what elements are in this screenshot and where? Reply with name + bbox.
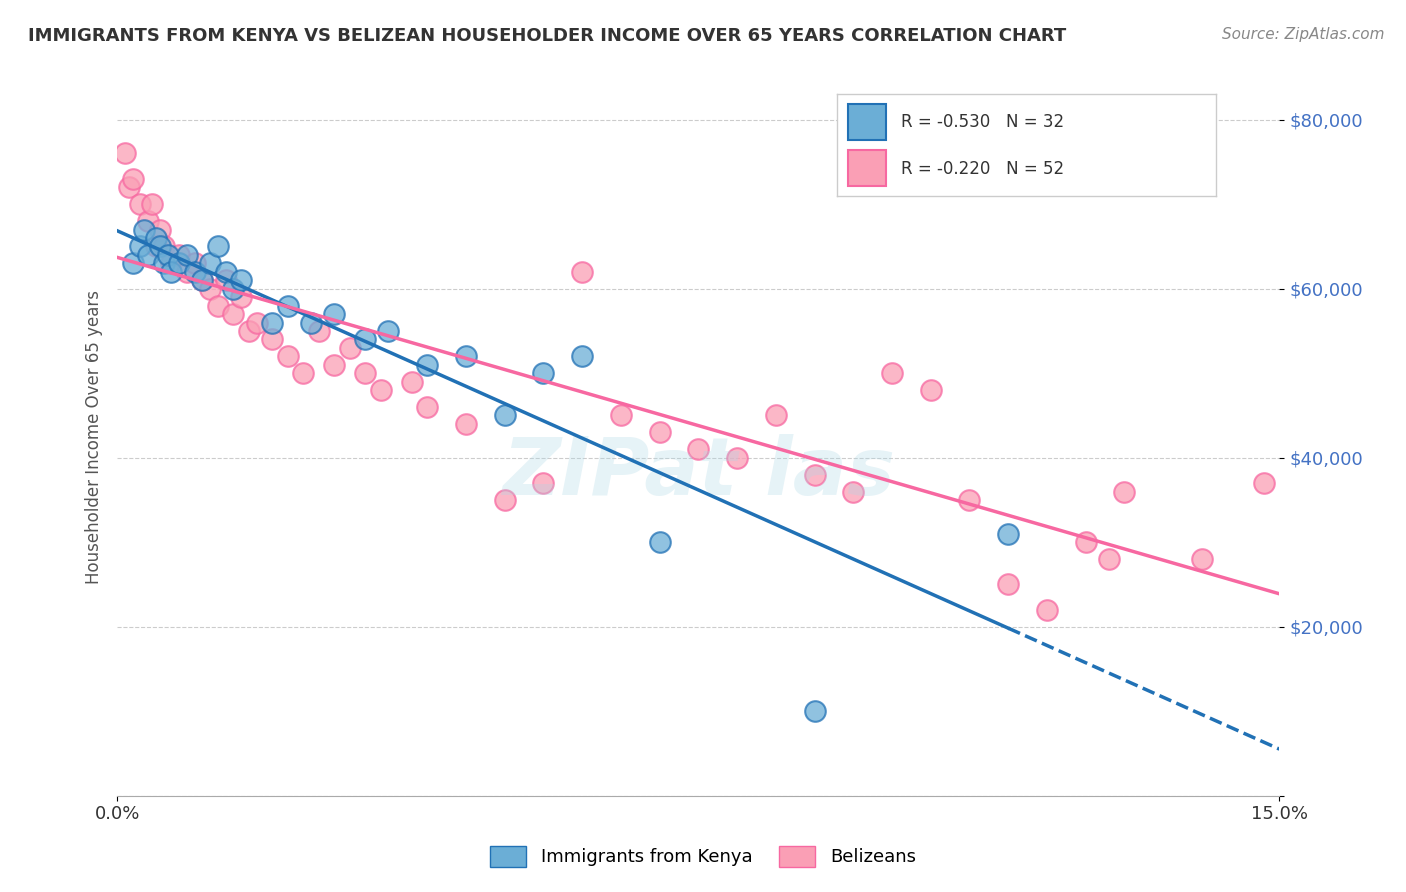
Point <box>152 256 174 270</box>
Point <box>121 256 143 270</box>
Point <box>191 273 214 287</box>
Point <box>401 375 423 389</box>
Point <box>880 366 903 380</box>
Point <box>222 282 245 296</box>
Point <box>803 467 825 482</box>
Point <box>262 333 284 347</box>
Point <box>648 425 671 440</box>
Point <box>299 316 322 330</box>
Point <box>176 265 198 279</box>
Point <box>725 450 748 465</box>
Point <box>416 400 439 414</box>
Point <box>842 484 865 499</box>
Point <box>454 417 477 431</box>
Point <box>292 366 315 380</box>
Point <box>214 265 236 279</box>
Point <box>238 324 260 338</box>
Point <box>323 358 346 372</box>
Point <box>494 493 516 508</box>
Point <box>1253 476 1275 491</box>
Point <box>997 577 1019 591</box>
Point <box>262 316 284 330</box>
Point <box>377 324 399 338</box>
Point <box>1074 535 1097 549</box>
Point <box>610 409 633 423</box>
Point <box>149 239 172 253</box>
Point <box>920 383 942 397</box>
Point <box>198 256 221 270</box>
Text: IMMIGRANTS FROM KENYA VS BELIZEAN HOUSEHOLDER INCOME OVER 65 YEARS CORRELATION C: IMMIGRANTS FROM KENYA VS BELIZEAN HOUSEH… <box>28 27 1066 45</box>
Text: R = -0.530   N = 32: R = -0.530 N = 32 <box>901 113 1064 131</box>
Bar <box>848 104 886 140</box>
Point <box>231 290 253 304</box>
Point <box>118 180 141 194</box>
Point <box>1114 484 1136 499</box>
Point <box>997 526 1019 541</box>
Point <box>648 535 671 549</box>
Point <box>136 248 159 262</box>
Point <box>454 349 477 363</box>
Point <box>308 324 330 338</box>
Point <box>134 222 156 236</box>
Point <box>277 299 299 313</box>
Point <box>145 239 167 253</box>
Point <box>167 256 190 270</box>
Point <box>207 239 229 253</box>
Legend: Immigrants from Kenya, Belizeans: Immigrants from Kenya, Belizeans <box>482 838 924 874</box>
Point <box>222 307 245 321</box>
Point <box>183 265 205 279</box>
Point <box>531 366 554 380</box>
Bar <box>848 150 886 186</box>
Point <box>339 341 361 355</box>
Point <box>416 358 439 372</box>
Text: R = -0.220   N = 52: R = -0.220 N = 52 <box>901 160 1064 178</box>
Point <box>246 316 269 330</box>
Point <box>531 476 554 491</box>
Point <box>354 333 377 347</box>
Point <box>207 299 229 313</box>
Point <box>231 273 253 287</box>
Point <box>160 256 183 270</box>
Point <box>803 704 825 718</box>
Point <box>145 231 167 245</box>
Point <box>323 307 346 321</box>
Point <box>1036 603 1059 617</box>
Point <box>191 273 214 287</box>
Point <box>141 197 163 211</box>
Point <box>1191 552 1213 566</box>
Point <box>688 442 710 457</box>
Point <box>129 239 152 253</box>
Point <box>494 409 516 423</box>
Point <box>136 214 159 228</box>
Text: Source: ZipAtlas.com: Source: ZipAtlas.com <box>1222 27 1385 42</box>
Point <box>160 265 183 279</box>
Point <box>354 366 377 380</box>
Point <box>152 239 174 253</box>
Point <box>114 146 136 161</box>
Point <box>198 282 221 296</box>
Point <box>765 409 787 423</box>
Point <box>149 222 172 236</box>
Point <box>183 256 205 270</box>
Point <box>121 172 143 186</box>
Point <box>959 493 981 508</box>
Point <box>176 248 198 262</box>
Point <box>1098 552 1121 566</box>
Point <box>370 383 392 397</box>
Point <box>167 248 190 262</box>
Text: ZIPat las: ZIPat las <box>502 434 894 511</box>
Point <box>571 349 593 363</box>
Point <box>156 248 179 262</box>
Point <box>571 265 593 279</box>
Y-axis label: Householder Income Over 65 years: Householder Income Over 65 years <box>86 290 103 583</box>
Point <box>129 197 152 211</box>
Point <box>277 349 299 363</box>
Point <box>214 273 236 287</box>
